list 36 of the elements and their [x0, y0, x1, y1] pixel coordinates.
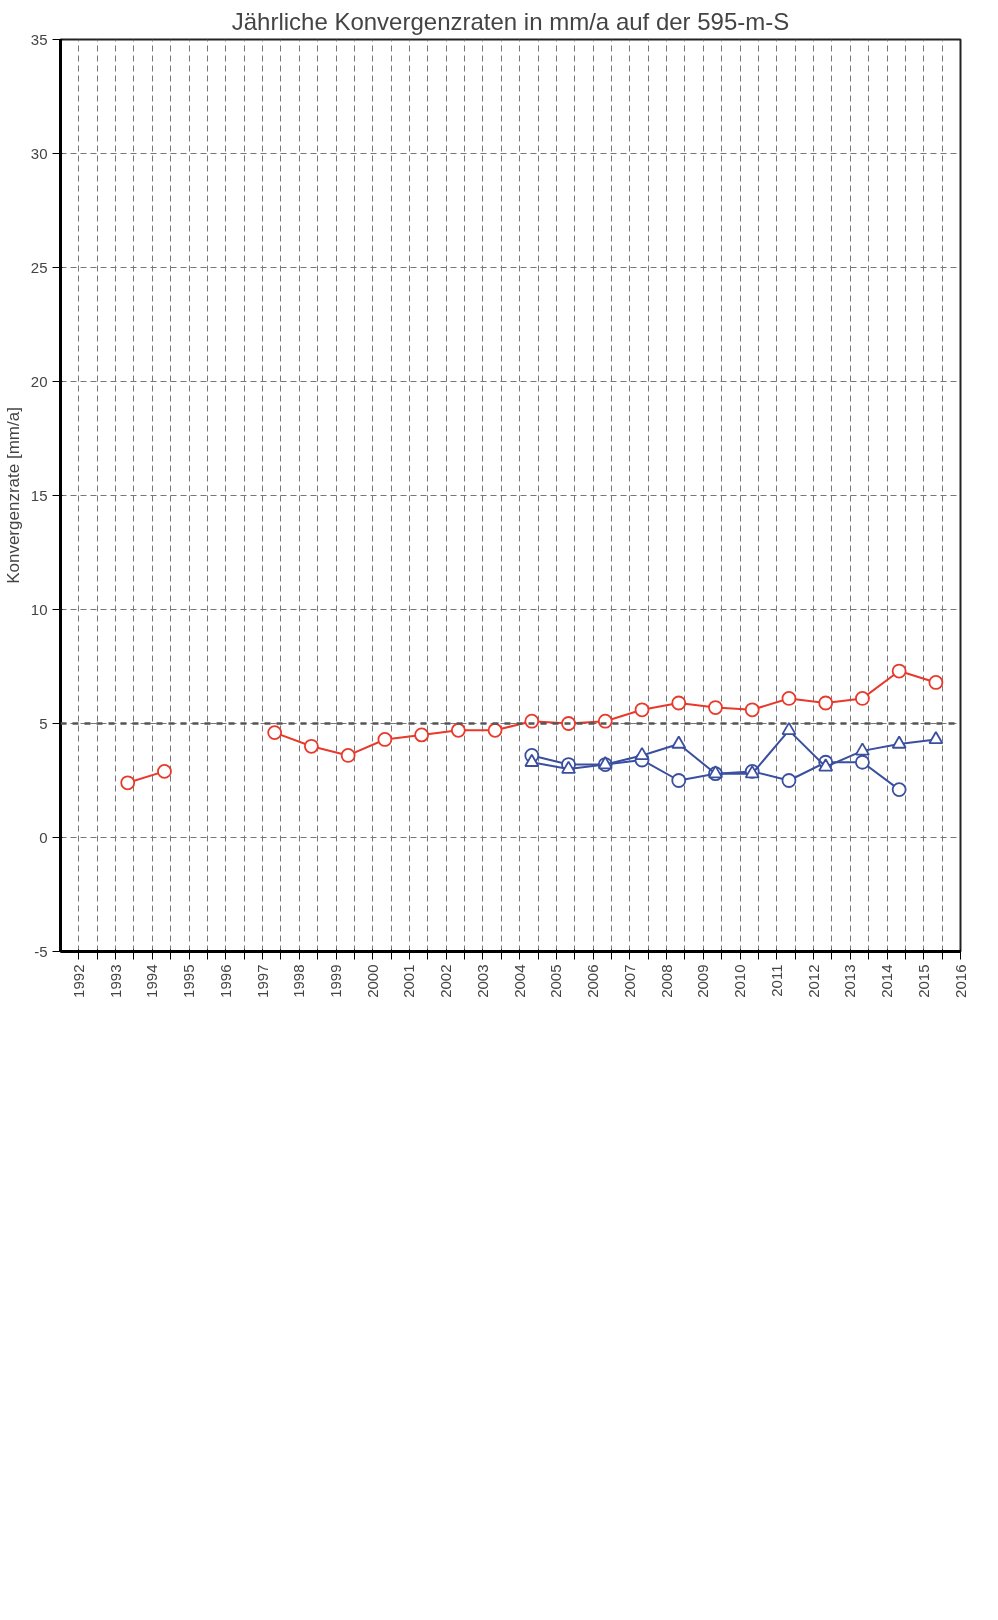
y-tick-label: 30 — [30, 144, 48, 162]
x-tick-label: 1994 — [143, 964, 161, 998]
x-tick-label: 2013 — [841, 964, 859, 998]
x-tick-label: 1993 — [106, 964, 124, 998]
y-tick-label: 25 — [30, 258, 48, 276]
x-tick-label: 2005 — [547, 964, 565, 998]
x-tick-label: 2011 — [767, 964, 785, 997]
x-tick-label: 2002 — [437, 964, 455, 998]
y-tick-label: 0 — [39, 828, 48, 846]
x-tick-label: 2009 — [694, 964, 712, 998]
x-tick-label: 2012 — [804, 964, 822, 998]
x-tick-label: 2001 — [400, 964, 418, 998]
x-tick-label: 1992 — [69, 964, 87, 998]
x-tick-label: 2014 — [878, 964, 896, 998]
x-tick-label: 1997 — [253, 964, 271, 998]
x-tick-label: 2015 — [914, 964, 932, 998]
x-tick-label: 1999 — [327, 964, 345, 998]
x-tick-label: 2000 — [363, 964, 381, 998]
x-tick-label: 2003 — [473, 964, 491, 998]
y-tick-label: 5 — [39, 714, 48, 732]
y-tick-label: -5 — [34, 942, 48, 960]
y-tick-label: 20 — [30, 372, 48, 390]
y-tick-label: 10 — [30, 600, 48, 618]
x-tick-label: 1998 — [290, 964, 308, 998]
y-tick-label: 35 — [30, 30, 48, 48]
y-tick-label: 15 — [30, 486, 48, 504]
y-axis-title: Konvergenzrate [mm/a] — [3, 407, 23, 584]
x-tick-label: 2010 — [731, 964, 749, 998]
x-tick-label: 2008 — [657, 964, 675, 998]
x-tick-label: 2004 — [510, 964, 528, 998]
x-tick-label: 2006 — [584, 964, 602, 998]
x-tick-label: 2016 — [951, 964, 969, 998]
chart-title: Jährliche Konvergenzraten in mm/a auf der 595-m-S — [231, 7, 790, 35]
x-tick-label: 1996 — [216, 964, 234, 998]
x-tick-label: 2007 — [620, 964, 638, 998]
x-tick-label: 1995 — [180, 964, 198, 998]
